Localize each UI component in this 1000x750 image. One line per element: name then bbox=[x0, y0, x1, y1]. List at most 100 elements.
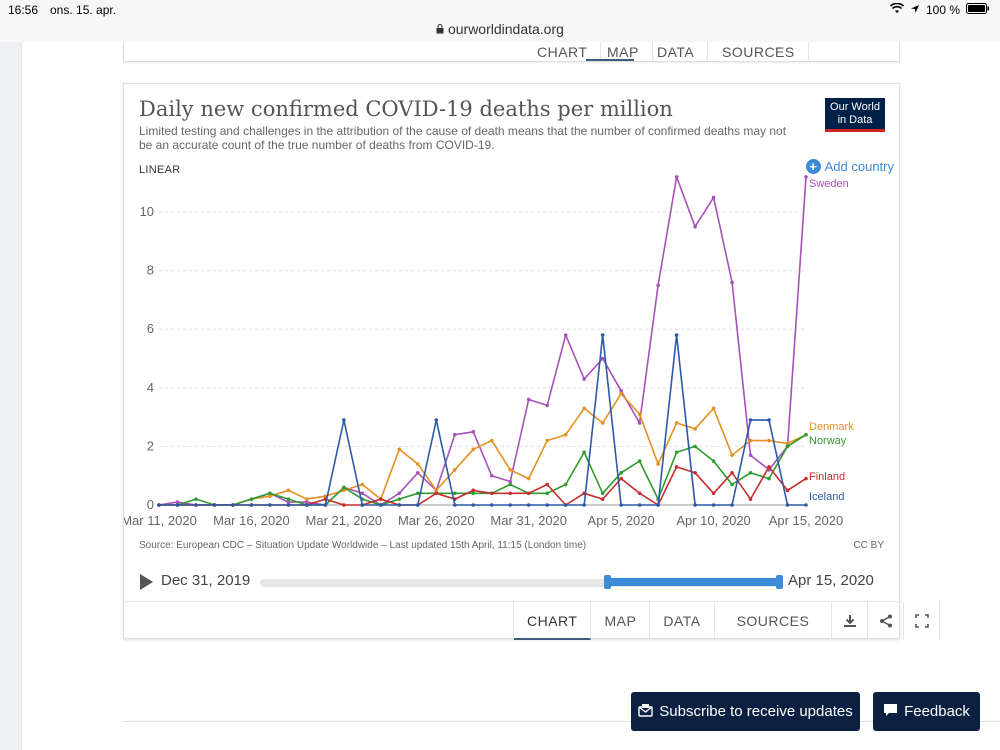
data-point-norway bbox=[674, 450, 679, 455]
data-point-denmark bbox=[637, 412, 642, 416]
tab-sources[interactable]: SOURCES bbox=[715, 602, 833, 640]
data-point-denmark bbox=[471, 447, 476, 452]
x-tick-label: Apr 10, 2020 bbox=[676, 513, 750, 528]
fullscreen-icon[interactable] bbox=[904, 602, 941, 640]
prev-tab-chart[interactable]: CHART bbox=[524, 42, 602, 61]
timeline-start-handle[interactable] bbox=[604, 575, 611, 589]
data-point-denmark bbox=[360, 482, 365, 487]
data-point-iceland bbox=[526, 503, 531, 507]
tab-chart[interactable]: CHART bbox=[514, 602, 592, 640]
plus-icon: + bbox=[805, 159, 821, 174]
series-label-denmark: Denmark bbox=[809, 421, 854, 433]
data-point-sweden bbox=[748, 453, 753, 458]
data-point-sweden bbox=[508, 479, 513, 484]
series-line-finland bbox=[159, 466, 807, 506]
prev-tab-data[interactable]: DATA bbox=[644, 42, 709, 61]
data-point-denmark bbox=[434, 488, 439, 493]
data-point-sweden bbox=[804, 175, 808, 179]
data-point-sweden bbox=[693, 224, 697, 229]
data-point-norway bbox=[508, 482, 513, 487]
timeline-selected-range bbox=[607, 578, 779, 586]
data-point-norway bbox=[471, 491, 476, 496]
subscribe-button[interactable]: Subscribe to receive updates bbox=[631, 692, 860, 731]
prev-tab-sources[interactable]: SOURCES bbox=[709, 42, 809, 61]
series-line-norway bbox=[159, 434, 807, 506]
data-point-sweden bbox=[471, 429, 476, 434]
data-point-iceland bbox=[194, 503, 198, 507]
download-icon[interactable] bbox=[832, 602, 869, 640]
x-tick-label: Mar 16, 2020 bbox=[213, 513, 290, 528]
data-point-finland bbox=[637, 491, 642, 496]
data-point-finland bbox=[600, 497, 605, 501]
chart-tabs: CHART MAP DATA SOURCES bbox=[124, 601, 941, 640]
data-point-denmark bbox=[730, 453, 734, 458]
tab-data[interactable]: DATA bbox=[650, 602, 715, 640]
series-label-iceland: Iceland bbox=[809, 491, 844, 503]
scale-toggle[interactable]: LINEAR bbox=[139, 164, 181, 176]
data-point-sweden bbox=[452, 432, 457, 437]
x-tick-label: Apr 5, 2020 bbox=[588, 513, 655, 528]
feedback-button[interactable]: Feedback bbox=[873, 692, 980, 731]
data-point-finland bbox=[526, 491, 531, 496]
data-point-finland bbox=[748, 497, 753, 501]
timeline-track[interactable] bbox=[260, 579, 780, 587]
license-label[interactable]: CC BY bbox=[853, 540, 884, 551]
data-point-norway bbox=[693, 444, 697, 449]
data-point-iceland bbox=[471, 503, 476, 507]
prev-tab-map[interactable]: MAP bbox=[594, 42, 653, 61]
chart-title: Daily new confirmed COVID-19 deaths per … bbox=[139, 97, 673, 121]
data-point-iceland bbox=[360, 503, 365, 507]
data-point-iceland bbox=[674, 333, 679, 337]
x-tick-label: Mar 31, 2020 bbox=[490, 513, 567, 528]
data-point-finland bbox=[767, 465, 771, 469]
x-tick-label: Mar 26, 2020 bbox=[398, 513, 475, 528]
data-point-sweden bbox=[600, 356, 605, 361]
data-point-finland bbox=[342, 503, 346, 507]
chart-subtitle: Limited testing and challenges in the at… bbox=[139, 124, 787, 152]
play-icon[interactable] bbox=[140, 574, 153, 590]
data-point-denmark bbox=[489, 438, 494, 443]
mail-icon bbox=[638, 703, 653, 721]
data-point-denmark bbox=[619, 391, 623, 396]
status-time: 16:56 bbox=[8, 3, 39, 17]
data-point-iceland bbox=[434, 418, 439, 422]
data-point-norway bbox=[748, 470, 753, 475]
data-point-iceland bbox=[656, 503, 660, 507]
data-point-sweden bbox=[619, 388, 623, 393]
data-point-finland bbox=[379, 497, 383, 501]
data-point-norway bbox=[582, 450, 586, 455]
chart-card: Daily new confirmed COVID-19 deaths per … bbox=[123, 83, 941, 640]
data-point-norway bbox=[452, 491, 457, 496]
data-point-iceland bbox=[730, 503, 734, 507]
share-icon[interactable] bbox=[868, 602, 905, 640]
left-gutter bbox=[0, 42, 22, 750]
tab-map[interactable]: MAP bbox=[591, 602, 651, 640]
data-point-finland bbox=[804, 476, 808, 481]
series-label-finland: Finland bbox=[809, 471, 845, 483]
url-bar[interactable]: ourworldindata.org bbox=[0, 20, 1000, 42]
data-point-sweden bbox=[175, 500, 180, 504]
data-point-finland bbox=[674, 465, 679, 469]
data-point-denmark bbox=[785, 441, 790, 446]
data-point-denmark bbox=[286, 488, 291, 493]
data-point-iceland bbox=[637, 503, 642, 507]
data-point-finland bbox=[471, 488, 476, 493]
data-point-finland bbox=[693, 470, 697, 475]
status-right: 100 % bbox=[889, 2, 990, 17]
data-point-denmark bbox=[693, 427, 697, 431]
data-point-sweden bbox=[286, 500, 291, 504]
data-point-denmark bbox=[563, 432, 568, 437]
data-point-denmark bbox=[508, 468, 513, 472]
data-point-iceland bbox=[397, 503, 402, 507]
data-point-denmark bbox=[674, 421, 679, 425]
data-point-iceland bbox=[508, 503, 513, 507]
timeline-end-label: Apr 15, 2020 bbox=[788, 572, 874, 589]
data-point-iceland bbox=[416, 503, 420, 507]
data-point-sweden bbox=[656, 283, 660, 288]
data-point-finland bbox=[434, 491, 439, 496]
add-country-button[interactable]: + Add country bbox=[805, 159, 894, 174]
url-text: ourworldindata.org bbox=[447, 21, 564, 37]
owid-logo[interactable]: Our World in Data bbox=[825, 98, 885, 132]
timeline-end-handle[interactable] bbox=[776, 575, 783, 589]
data-point-sweden bbox=[730, 280, 734, 285]
